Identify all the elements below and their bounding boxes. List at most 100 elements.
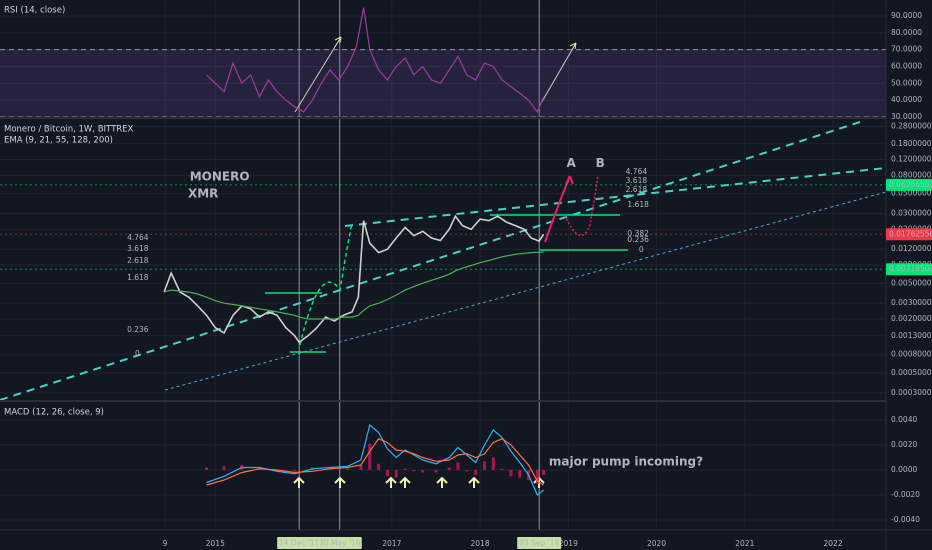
x-marker-box [517, 537, 562, 549]
series-line [206, 7, 545, 114]
annotation: A [567, 156, 577, 170]
price-tag-label: 0.01762556 [889, 229, 932, 238]
annotation: major pump incoming? [549, 455, 703, 469]
histogram-bar [482, 461, 486, 470]
y-tick-label: 0.03000000 [891, 209, 932, 218]
x-tick-label: 2022 [824, 539, 843, 548]
drawings [0, 36, 887, 488]
x-marker-label: 03 Sep '18 [519, 539, 559, 548]
annotation: B [596, 156, 605, 170]
arrow-head [565, 175, 574, 185]
annotation: 0.236 [127, 325, 149, 334]
histogram-bar [204, 467, 208, 470]
up-arrow [399, 476, 411, 488]
histogram-bar [385, 470, 389, 477]
pane-title: Monero / Bitcoin, 1W, BITTREX [4, 125, 134, 135]
trend-line [344, 167, 887, 227]
annotation: 3.618 [127, 244, 149, 253]
histogram-bar [412, 470, 416, 472]
rsi-band [0, 49, 886, 117]
histogram-bar [421, 470, 425, 473]
histogram-bar [465, 470, 469, 472]
histogram-bar [368, 443, 372, 470]
annotation: 0 [639, 245, 644, 254]
annotation: 0.236 [627, 235, 649, 244]
histogram-bar [275, 470, 279, 472]
price-tag-label: 0.00718507 [889, 264, 932, 273]
y-tick-label: 0.18000000 [891, 139, 932, 148]
labels: 30.0000 40.0000 50.0000 60.0000 70.0000 80.00… [4, 6, 932, 549]
x-marker-box [277, 537, 322, 549]
histogram-bar [222, 466, 226, 470]
histogram-bar [394, 470, 398, 478]
y-tick-label: 0.12000000 [891, 155, 932, 164]
annotation: 1.618 [627, 200, 649, 209]
histogram-bar [447, 467, 451, 470]
series-line [163, 251, 544, 320]
histogram-bar [474, 470, 478, 475]
pane-subtitle: EMA (9, 21, 55, 128, 200) [4, 136, 113, 146]
histogram-bar [542, 470, 546, 475]
arrow-head [569, 42, 577, 50]
y-tick-label: 0.00080000 [891, 350, 932, 359]
histogram-bar [377, 463, 381, 470]
x-tick-label: 2019 [559, 539, 578, 548]
annotation: 2.618 [626, 185, 648, 194]
up-arrow [436, 476, 448, 488]
x-tick-label: 9 [163, 539, 168, 548]
y-tick-label: 0.05000000 [891, 189, 932, 198]
histogram-bar [509, 470, 513, 477]
y-tick-label: 0.00050000 [891, 368, 932, 377]
up-arrow [468, 476, 480, 488]
histogram-bar [293, 470, 297, 472]
y-tick-label: 60.0000 [891, 61, 922, 70]
histogram-bar [535, 470, 539, 484]
x-marker-label: 30 May '16 [319, 539, 361, 548]
annotation: MONERO [190, 169, 250, 183]
annotation: 0.382 [627, 229, 649, 238]
x-tick-label: 2020 [647, 539, 666, 548]
y-tick-label: 0.28000000 [891, 122, 932, 131]
histogram-bar [491, 457, 495, 470]
y-tick-label: 0.00030000 [891, 388, 932, 397]
annotation: 3.618 [626, 176, 648, 185]
pane-title: MACD (12, 26, close, 9) [4, 408, 104, 418]
y-tick-label: 30.0000 [891, 112, 922, 121]
signal-arrows [293, 476, 545, 488]
y-tick-label: 0.00130000 [891, 331, 932, 340]
grid [0, 0, 886, 530]
y-tick-label: 80.0000 [891, 28, 922, 37]
annotation: 4.764 [626, 167, 648, 176]
x-tick-label: 2017 [382, 539, 401, 548]
y-tick-label: 40.0000 [891, 95, 922, 104]
y-tick-label: 0.00500000 [891, 278, 932, 287]
histogram-bar [500, 468, 504, 470]
up-arrow [385, 476, 397, 488]
annotation: 0 [135, 349, 140, 358]
histogram-bar [359, 465, 363, 470]
series-line [163, 214, 545, 344]
price-tag [886, 178, 932, 191]
up-arrow [334, 476, 346, 488]
histogram-bar [518, 470, 522, 478]
projection [299, 223, 353, 346]
arrow-head [334, 36, 342, 44]
price-tag [886, 263, 932, 276]
rsi-arrow [539, 42, 577, 106]
y-tick-label: 90.0000 [891, 11, 922, 20]
x-tick-label: 2018 [471, 539, 490, 548]
annotation: 1.618 [127, 273, 149, 282]
x-marker-box [317, 537, 362, 549]
price-tag-label: 0.06266581 [889, 180, 932, 189]
x-tick-label: 2021 [735, 539, 754, 548]
series-line [206, 438, 544, 486]
trend-line [0, 121, 861, 401]
y-tick-label: 0.01200000 [891, 244, 932, 253]
y-tick-label: 0.00300000 [891, 298, 932, 307]
y-tick-label: -0.0040 [891, 515, 920, 524]
x-tick-label: 2015 [206, 539, 225, 548]
y-tick-label: 0.0020 [891, 440, 917, 449]
